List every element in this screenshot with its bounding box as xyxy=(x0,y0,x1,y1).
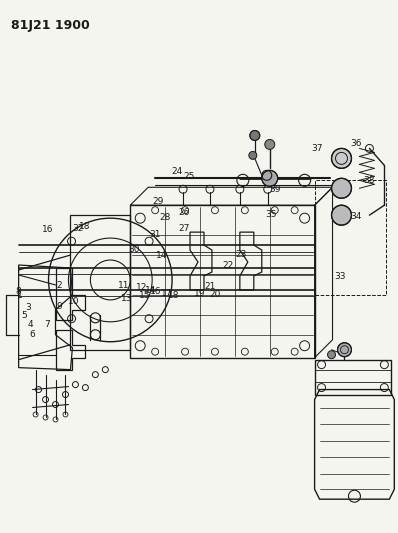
Text: 81J21 1900: 81J21 1900 xyxy=(11,19,90,32)
Text: 29: 29 xyxy=(153,197,164,206)
Text: 25: 25 xyxy=(183,172,195,181)
Text: 23: 23 xyxy=(235,251,246,260)
Text: 1: 1 xyxy=(17,291,23,300)
Text: 38: 38 xyxy=(363,176,375,185)
Text: 13: 13 xyxy=(121,294,133,303)
Text: 18: 18 xyxy=(79,222,90,231)
Text: 15: 15 xyxy=(139,291,150,300)
Text: 6: 6 xyxy=(29,330,35,339)
Text: 19: 19 xyxy=(194,288,205,297)
Text: 34: 34 xyxy=(350,212,361,221)
Text: 10: 10 xyxy=(68,296,80,305)
Text: 26: 26 xyxy=(178,208,189,217)
Circle shape xyxy=(250,131,260,140)
Text: 39: 39 xyxy=(269,185,281,194)
Circle shape xyxy=(332,205,351,225)
Bar xyxy=(314,180,386,295)
Text: 3: 3 xyxy=(25,303,31,312)
Circle shape xyxy=(338,343,351,357)
Text: 30: 30 xyxy=(128,245,139,254)
Text: 22: 22 xyxy=(222,261,233,270)
Text: 20: 20 xyxy=(209,290,220,299)
Text: 31: 31 xyxy=(149,230,160,239)
Text: 5: 5 xyxy=(21,311,27,320)
Text: 36: 36 xyxy=(350,139,361,148)
Text: 7: 7 xyxy=(45,320,51,329)
Circle shape xyxy=(332,148,351,168)
Text: 27: 27 xyxy=(178,224,189,233)
Text: 11: 11 xyxy=(118,280,129,289)
Text: 9: 9 xyxy=(57,302,62,311)
Circle shape xyxy=(332,179,351,198)
Circle shape xyxy=(262,171,278,186)
Circle shape xyxy=(265,140,275,149)
Text: 12: 12 xyxy=(136,283,147,292)
Text: 24: 24 xyxy=(172,167,183,176)
Text: 8: 8 xyxy=(16,287,21,296)
Text: 21: 21 xyxy=(205,282,216,291)
Text: 33: 33 xyxy=(334,271,345,280)
Text: 14: 14 xyxy=(145,286,156,295)
Text: 17: 17 xyxy=(161,288,172,297)
Text: 16: 16 xyxy=(42,225,53,234)
Text: 4: 4 xyxy=(27,320,33,329)
Circle shape xyxy=(249,151,257,159)
Text: 2: 2 xyxy=(57,280,62,289)
Text: 28: 28 xyxy=(160,213,171,222)
Text: 14: 14 xyxy=(156,252,167,261)
Circle shape xyxy=(328,351,336,359)
Text: 37: 37 xyxy=(312,144,323,153)
Text: 32: 32 xyxy=(72,224,84,233)
Text: 16: 16 xyxy=(150,287,162,296)
Text: 18: 18 xyxy=(168,291,179,300)
Text: 35: 35 xyxy=(265,210,277,219)
